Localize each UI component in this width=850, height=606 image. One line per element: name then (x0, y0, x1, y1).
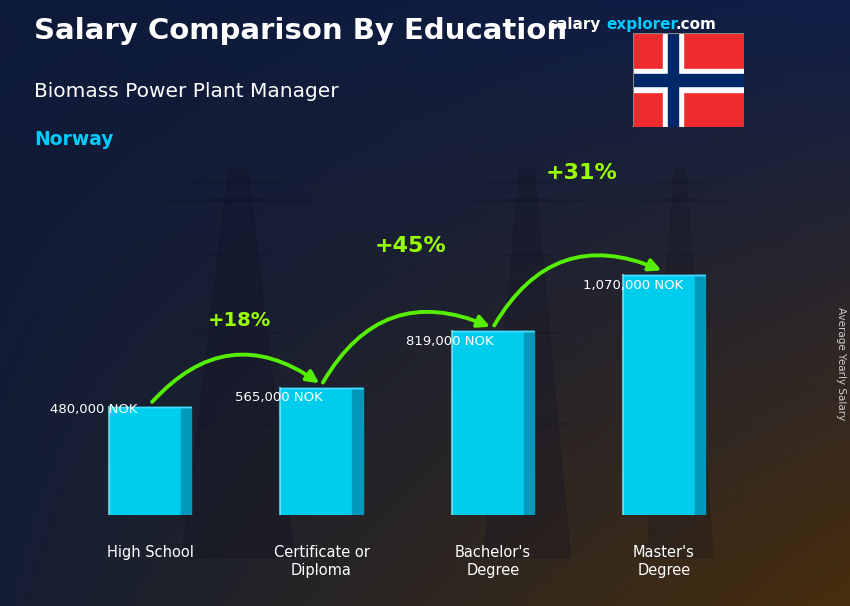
Polygon shape (694, 275, 705, 515)
Bar (451, 331, 524, 515)
Bar (633, 68, 744, 92)
Text: 819,000 NOK: 819,000 NOK (406, 335, 494, 348)
Text: Norway: Norway (34, 130, 114, 149)
Bar (109, 407, 181, 515)
Polygon shape (647, 170, 713, 558)
Text: 1,070,000 NOK: 1,070,000 NOK (583, 279, 683, 291)
Text: .com: .com (676, 17, 717, 32)
Polygon shape (524, 331, 534, 515)
Text: salary: salary (548, 17, 601, 32)
Bar (633, 75, 744, 86)
Text: +18%: +18% (207, 311, 271, 330)
Bar (663, 33, 683, 127)
Bar (280, 388, 353, 515)
Text: Average Yearly Salary: Average Yearly Salary (836, 307, 846, 420)
Polygon shape (484, 170, 570, 558)
Text: +45%: +45% (375, 236, 446, 256)
Text: 565,000 NOK: 565,000 NOK (235, 390, 323, 404)
Text: explorer: explorer (606, 17, 678, 32)
Polygon shape (181, 407, 191, 515)
Bar (623, 275, 694, 515)
Text: Salary Comparison By Education: Salary Comparison By Education (34, 17, 567, 45)
Text: 480,000 NOK: 480,000 NOK (50, 403, 138, 416)
Text: Bachelor's
Degree: Bachelor's Degree (455, 545, 530, 578)
Polygon shape (353, 388, 363, 515)
Bar (668, 33, 678, 127)
Text: Master's
Degree: Master's Degree (633, 545, 695, 578)
Text: +31%: +31% (546, 162, 618, 182)
Text: Certificate or
Diploma: Certificate or Diploma (274, 545, 370, 578)
Text: Biomass Power Plant Manager: Biomass Power Plant Manager (34, 82, 338, 101)
Polygon shape (182, 170, 294, 558)
Text: High School: High School (107, 545, 194, 561)
